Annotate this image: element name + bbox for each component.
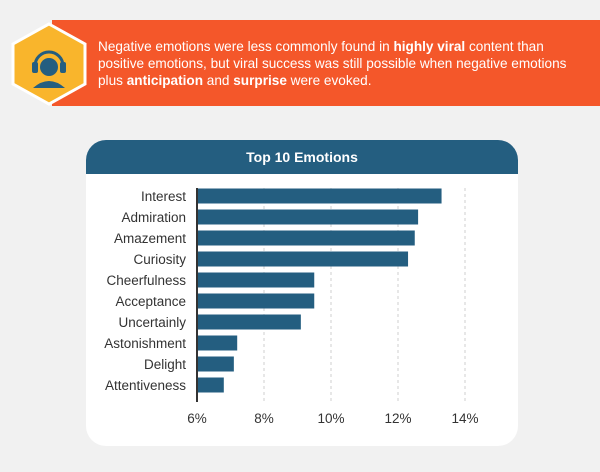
bar (197, 188, 442, 204)
category-label: Amazement (114, 231, 186, 246)
person-head (40, 58, 58, 76)
bar (197, 335, 238, 351)
x-tick-label: 10% (317, 411, 344, 426)
headset-person-icon (10, 22, 88, 106)
category-label: Curiosity (133, 252, 186, 267)
category-label: Interest (141, 189, 186, 204)
x-tick-label: 8% (254, 411, 274, 426)
bar (197, 314, 301, 330)
chart-title: Top 10 Emotions (86, 140, 518, 174)
bar (197, 293, 315, 309)
person-body (33, 81, 65, 88)
headline-segment: highly viral (393, 39, 466, 54)
bar (197, 377, 224, 393)
headline-banner (52, 20, 600, 106)
bar (197, 272, 315, 288)
headline-text: Negative emotions were less commonly fou… (98, 38, 588, 89)
category-label: Uncertainly (118, 315, 186, 330)
x-tick-label: 6% (187, 411, 207, 426)
category-label: Acceptance (115, 294, 186, 309)
category-label: Astonishment (104, 336, 186, 351)
headline-segment: and (203, 73, 234, 88)
category-label: Cheerfulness (106, 273, 186, 288)
chart-card: Top 10 Emotions Interest Admiration Amazem… (86, 140, 518, 446)
headline-segment: Negative emotions were less commonly fou… (98, 39, 394, 54)
x-tick-label: 12% (384, 411, 411, 426)
category-label: Delight (144, 357, 186, 372)
bar (197, 251, 409, 267)
x-tick-label: 14% (451, 411, 478, 426)
bar (197, 356, 234, 372)
category-label: Attentiveness (105, 378, 186, 393)
headline-segment: surprise (233, 73, 287, 88)
category-label: Admiration (121, 210, 186, 225)
bar (197, 209, 419, 225)
headline-segment: content than positive emotions, but vira… (98, 39, 567, 88)
headset-band (33, 50, 65, 67)
headline-segment: were evoked. (286, 73, 372, 88)
bar (197, 230, 415, 246)
headset-ear-left (32, 62, 38, 73)
bar-chart: Interest Admiration Amazement Curiosity Chee… (104, 188, 479, 426)
headset-ear-right (60, 62, 66, 73)
headline-segment: anticipation (126, 73, 203, 88)
